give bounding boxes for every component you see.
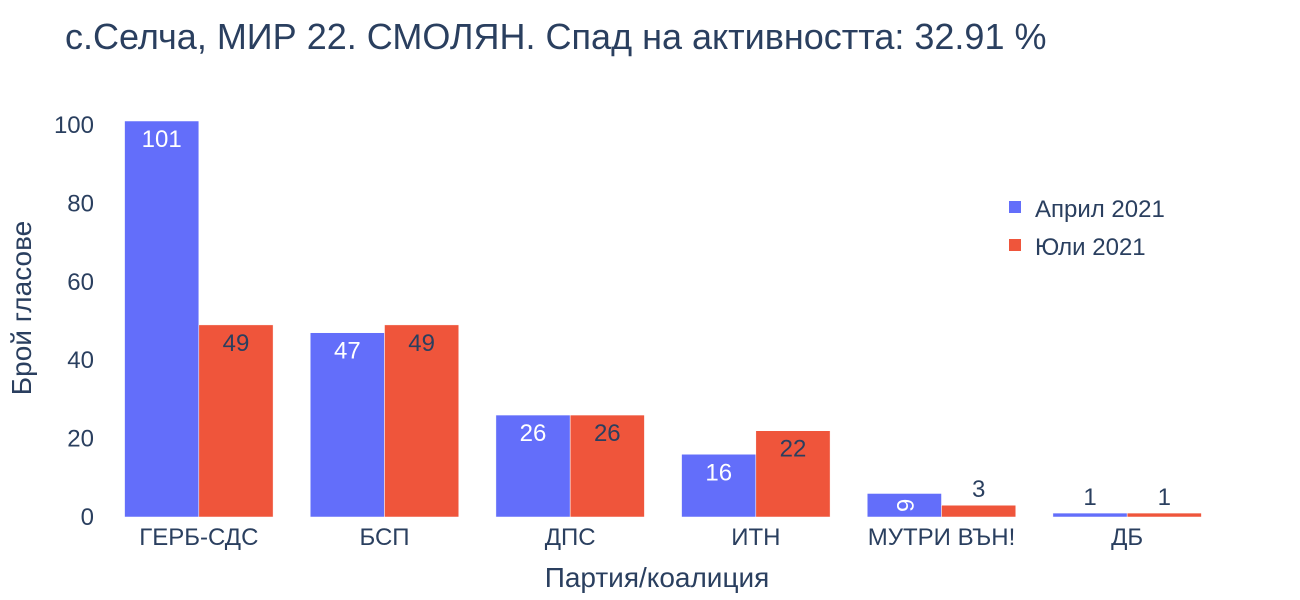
x-tick-label: ГЕРБ-СДС bbox=[139, 524, 258, 551]
bar-value-label: 47 bbox=[334, 338, 361, 365]
x-axis-ticks: ГЕРБ-СДС БСП ДПС ИТН МУТРИ ВЪН! ДБ bbox=[139, 524, 1143, 551]
y-tick-label: 20 bbox=[67, 426, 94, 453]
bar-april-5 bbox=[1052, 512, 1128, 518]
bar-value-label: 6 bbox=[891, 499, 918, 512]
bar-value-label: 101 bbox=[142, 126, 182, 153]
y-tick-label: 100 bbox=[54, 112, 94, 139]
bar-value-label: 1 bbox=[1083, 484, 1096, 511]
y-axis-ticks: 0 20 40 60 80 100 bbox=[54, 112, 94, 531]
bar-value-label: 22 bbox=[780, 436, 807, 463]
bar-july-5 bbox=[1126, 512, 1202, 518]
bar-value-label: 26 bbox=[594, 420, 621, 447]
legend-swatch bbox=[1009, 201, 1021, 213]
legend-label: Април 2021 bbox=[1035, 196, 1165, 223]
y-axis-title: Брой гласове bbox=[6, 221, 37, 395]
bar-april-3 bbox=[681, 454, 757, 518]
y-tick-label: 0 bbox=[81, 504, 94, 531]
x-axis-title: Партия/коалиция bbox=[545, 562, 770, 593]
bar-value-label: 16 bbox=[705, 459, 732, 486]
legend-label: Юли 2021 bbox=[1035, 234, 1146, 261]
bar-april-2 bbox=[495, 414, 571, 518]
bar-value-label: 49 bbox=[408, 330, 435, 357]
y-tick-label: 60 bbox=[67, 269, 94, 296]
bar-july-0 bbox=[198, 324, 274, 518]
x-tick-label: МУТРИ ВЪН! bbox=[868, 524, 1015, 551]
bar-value-label: 26 bbox=[520, 420, 547, 447]
x-tick-label: ДПС bbox=[545, 524, 596, 551]
bar-value-label: 49 bbox=[223, 330, 250, 357]
bar-july-1 bbox=[384, 324, 460, 518]
bar-july-2 bbox=[569, 414, 645, 518]
bar-labels-group: 101 49 47 49 26 26 16 22 6 3 1 1 bbox=[142, 126, 1171, 512]
bar-april-0 bbox=[124, 120, 200, 518]
bar-april-1 bbox=[309, 332, 385, 518]
y-tick-label: 80 bbox=[67, 190, 94, 217]
x-tick-label: БСП bbox=[359, 524, 409, 551]
y-tick-label: 40 bbox=[67, 347, 94, 374]
bars-group bbox=[124, 120, 1202, 518]
bar-july-4 bbox=[941, 504, 1017, 518]
bar-july-3 bbox=[755, 430, 831, 518]
legend-swatch bbox=[1009, 239, 1021, 251]
legend: Април 2021 Юли 2021 bbox=[1009, 196, 1165, 261]
x-tick-label: ИТН bbox=[731, 524, 780, 551]
bar-value-label: 1 bbox=[1158, 484, 1171, 511]
chart-title: с.Селча, МИР 22. СМОЛЯН. Спад на активно… bbox=[65, 16, 1046, 57]
bar-value-label: 3 bbox=[972, 476, 985, 503]
x-tick-label: ДБ bbox=[1111, 524, 1143, 551]
